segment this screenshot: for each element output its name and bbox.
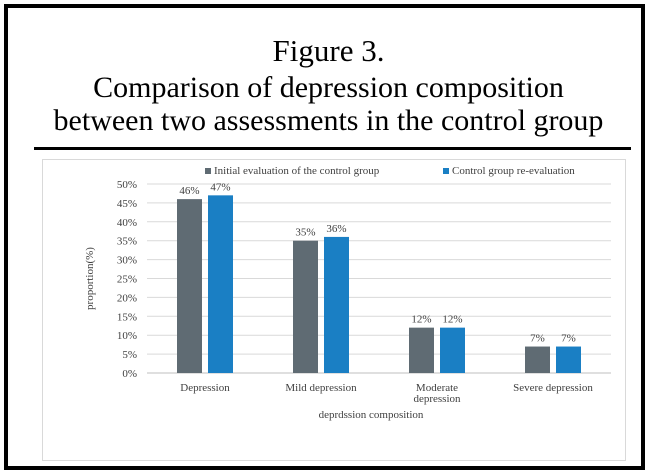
y-tick-label: 45% (117, 198, 137, 210)
figure-label: Figure 3. (272, 33, 385, 68)
figure-title-line1: Comparison of depression composition (93, 71, 564, 104)
legend-label: Initial evaluation of the control group (214, 165, 380, 177)
legend-swatch (205, 168, 211, 174)
y-tick-label: 35% (117, 236, 137, 248)
category-label: Mild depression (285, 382, 357, 394)
data-label: 47% (210, 181, 230, 193)
y-axis-title: proportion(%) (84, 247, 96, 310)
bar-initial (525, 346, 550, 373)
bar-reevaluation (324, 236, 349, 373)
data-label: 46% (179, 185, 199, 197)
bar-initial (293, 240, 318, 373)
y-tick-label: 25% (117, 274, 137, 286)
category-label: Severe depression (513, 382, 593, 394)
figure-frame: Figure 3. Comparison of depression compo… (4, 4, 645, 470)
category-label: Moderate depression (413, 382, 461, 405)
figure-title-line2: between two assessments in the control g… (53, 104, 604, 137)
data-label: 7% (561, 333, 576, 345)
bar-reevaluation (440, 327, 465, 373)
bar-reevaluation (208, 195, 233, 373)
y-tick-label: 0% (122, 368, 137, 380)
data-label: 12% (411, 314, 431, 326)
y-tick-label: 50% (117, 179, 137, 191)
legend-label: Control group re-evaluation (452, 165, 575, 177)
data-label: 35% (295, 227, 315, 239)
category-label: Depression (180, 382, 230, 394)
data-label: 12% (442, 314, 462, 326)
y-tick-label: 5% (122, 349, 137, 361)
chart-area: 0% 5% 10% 15% 20% 25% 30% 35% 40% 45% 50% 46% 47% Dep… (42, 159, 626, 461)
bar-chart: 0% 5% 10% 15% 20% 25% 30% 35% 40% 45% 50% 46% 47% Dep… (84, 165, 611, 421)
legend-swatch (443, 168, 449, 174)
y-tick-label: 10% (117, 330, 137, 342)
data-label: 36% (326, 223, 346, 235)
bar-initial (177, 199, 202, 373)
y-tick-label: 20% (117, 292, 137, 304)
data-label: 7% (530, 333, 545, 345)
bar-reevaluation (556, 346, 581, 373)
y-tick-label: 30% (117, 255, 137, 267)
x-axis-title: deprdssion composition (319, 409, 424, 421)
bar-initial (409, 327, 434, 373)
y-tick-label: 40% (117, 217, 137, 229)
title-underline (34, 147, 631, 150)
y-tick-label: 15% (117, 311, 137, 323)
